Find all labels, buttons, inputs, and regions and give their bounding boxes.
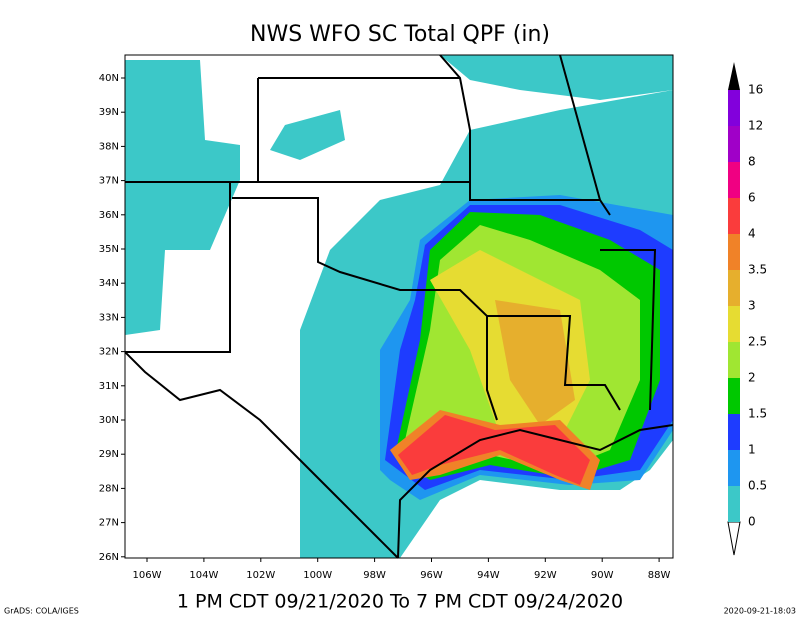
qpf-area xyxy=(398,415,590,485)
lon-label: 90W xyxy=(591,570,614,581)
state-borders xyxy=(124,54,674,559)
colorbar-label: 2.5 xyxy=(748,335,767,349)
map-frame xyxy=(124,54,674,559)
lon-label: 106W xyxy=(133,570,162,581)
colorbar-segment xyxy=(728,270,740,306)
lat-label: 38N xyxy=(99,141,119,152)
footer-right: 2020-09-21-18:03 xyxy=(724,607,796,616)
lat-label: 29N xyxy=(99,449,119,460)
lat-label: 39N xyxy=(99,107,119,118)
lon-label: 94W xyxy=(477,570,500,581)
colorbar-label: 2 xyxy=(748,371,756,385)
lat-label: 34N xyxy=(99,278,119,289)
colorbar-arrow-top xyxy=(728,62,740,90)
colorbar-segment xyxy=(728,486,740,522)
colorbar-label: 6 xyxy=(748,191,756,205)
lat-label: 37N xyxy=(99,176,119,187)
lat-labels: 40N 39N 38N 37N 36N 35N 34N 33N 32N 31N 30N 29N 28N 2… xyxy=(99,73,125,563)
lat-label: 27N xyxy=(99,518,119,529)
lon-label: 100W xyxy=(303,570,332,581)
colorbar-segment xyxy=(728,342,740,378)
lat-label: 33N xyxy=(99,312,119,323)
colorbar-segment xyxy=(728,378,740,414)
qpf-area xyxy=(125,60,240,335)
colorbar-label: 0 xyxy=(748,515,756,529)
map-area xyxy=(124,54,674,559)
lon-label: 104W xyxy=(189,570,218,581)
qpf-area xyxy=(270,110,345,160)
colorbar-segment xyxy=(728,414,740,450)
colorbar-label: 1 xyxy=(748,443,756,457)
colorbar-label: 1.5 xyxy=(748,407,767,421)
qpf-area xyxy=(440,55,673,100)
lat-label: 30N xyxy=(99,415,119,426)
lat-label: 31N xyxy=(99,381,119,392)
colorbar-label: 4 xyxy=(748,227,756,241)
colorbar-segment xyxy=(728,90,740,126)
lon-label: 98W xyxy=(363,570,386,581)
lon-label: 92W xyxy=(534,570,557,581)
colorbar-segment xyxy=(728,450,740,486)
lat-label: 28N xyxy=(99,483,119,494)
colorbar-label: 12 xyxy=(748,119,763,133)
lon-label: 102W xyxy=(246,570,275,581)
lat-label: 40N xyxy=(99,73,119,84)
colorbar-segment xyxy=(728,306,740,342)
qpf-area xyxy=(495,300,575,425)
footer-left: GrADS: COLA/IGES xyxy=(4,607,79,616)
lat-label: 35N xyxy=(99,244,119,255)
colorbar: 0 0.5 1 1.5 2 2.5 3 3.5 4 6 8 12 16 xyxy=(727,62,767,556)
lon-label: 96W xyxy=(420,570,443,581)
colorbar-segment xyxy=(728,198,740,234)
colorbar-label: 16 xyxy=(748,83,763,97)
period: 1 PM CDT 09/21/2020 To 7 PM CDT 09/24/20… xyxy=(177,591,623,613)
lat-label: 32N xyxy=(99,347,119,358)
colorbar-segment xyxy=(728,162,740,198)
colorbar-label: 8 xyxy=(748,155,756,169)
lat-label: 26N xyxy=(99,552,119,563)
colorbar-segment xyxy=(728,234,740,270)
colorbar-arrow-bottom xyxy=(727,521,741,556)
colorbar-segment xyxy=(728,126,740,162)
title: NWS WFO SC Total QPF (in) xyxy=(250,22,550,47)
colorbar-label: 0.5 xyxy=(748,479,767,493)
lon-label: 88W xyxy=(648,570,671,581)
lon-labels: 106W 104W 102W 100W 98W 96W 94W 92W 90W 88W xyxy=(133,558,671,581)
colorbar-label: 3.5 xyxy=(748,263,767,277)
colorbar-label: 3 xyxy=(748,299,756,313)
lat-label: 36N xyxy=(99,210,119,221)
